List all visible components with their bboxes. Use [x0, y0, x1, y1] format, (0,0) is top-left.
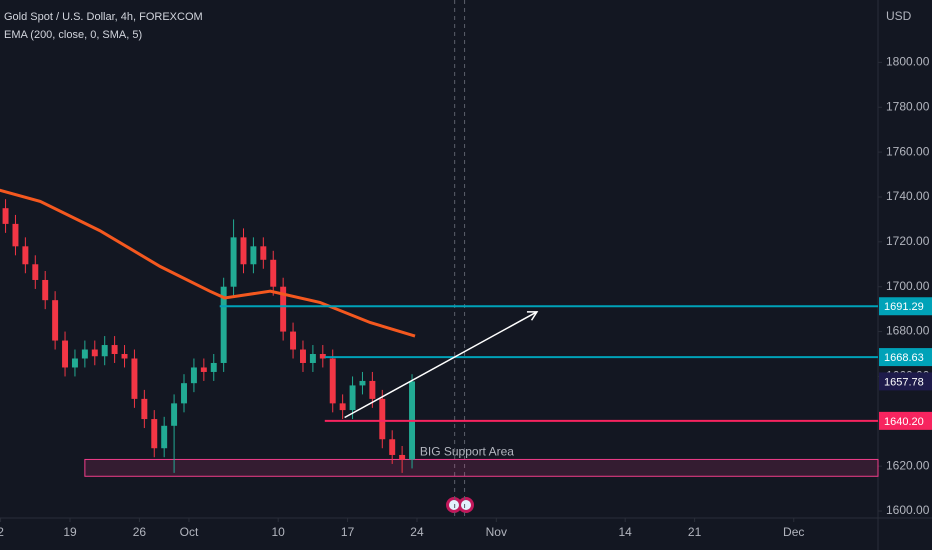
candle-body: [280, 286, 287, 332]
candle-body: [300, 349, 306, 363]
x-tick-label: Oct: [180, 525, 199, 539]
candle-body: [91, 349, 98, 357]
y-tick-label: 1740.00: [886, 189, 930, 203]
event-icons: [446, 497, 474, 513]
indicator-label: EMA (200, close, 0, SMA, 5): [4, 29, 142, 41]
candle-body: [260, 246, 267, 260]
arrow-head: [526, 311, 539, 321]
y-tick-label: 1700.00: [886, 279, 930, 293]
x-tick-label: 17: [341, 525, 355, 539]
candle-body: [210, 362, 217, 372]
candle-body: [270, 259, 277, 287]
candle-body: [200, 367, 207, 372]
level-tag: [879, 348, 932, 367]
x-tick-label: Dec: [783, 525, 804, 539]
x-tick-label: Nov: [486, 525, 507, 539]
x-tick-label: 21: [688, 525, 702, 539]
candle-body: [329, 358, 336, 404]
candle-body: [22, 246, 29, 265]
x-tick-label: 14: [619, 525, 633, 539]
candle-body: [250, 246, 257, 265]
x-tick-label: 2: [0, 525, 4, 539]
candle-body: [141, 398, 148, 420]
last-price-label: 1657.78: [884, 376, 924, 388]
candle-body: [399, 454, 406, 460]
candle-body: [319, 354, 326, 359]
candle-body: [190, 367, 197, 384]
candle-body: [161, 425, 168, 449]
candle-body: [369, 380, 376, 399]
y-tick-label: 1600.00: [886, 503, 930, 517]
candle-body: [42, 279, 49, 301]
support-label: BIG Support Area: [420, 445, 514, 459]
support-area: [84, 458, 879, 477]
level-tag: [879, 297, 932, 316]
candle-body: [379, 398, 386, 440]
candle-body: [101, 345, 108, 357]
candle-body: [151, 419, 158, 449]
candle-body: [111, 345, 118, 355]
x-tick-label: 26: [133, 525, 147, 539]
x-tick-label: 24: [410, 525, 424, 539]
x-tick-label: 19: [63, 525, 77, 539]
last-price-tag: [879, 372, 932, 391]
candle-body: [131, 358, 138, 399]
candle-body: [359, 380, 366, 386]
y-tick-label: 1800.00: [886, 55, 930, 69]
x-tick-label: 10: [272, 525, 286, 539]
candle-body: [240, 237, 247, 265]
candle-body: [220, 286, 227, 363]
candle-body: [71, 358, 78, 368]
level-tag: [879, 411, 932, 430]
candle-body: [290, 331, 297, 350]
candle-body: [230, 237, 237, 287]
candle-body: [12, 223, 19, 247]
candle-body: [2, 208, 9, 224]
candle-body: [121, 354, 128, 359]
level-label: 1691.29: [884, 301, 924, 313]
candle-body: [309, 354, 316, 363]
candle-body: [52, 300, 59, 341]
candle-body: [349, 385, 356, 411]
candle-body: [339, 403, 346, 411]
level-label: 1640.20: [884, 416, 924, 428]
y-tick-label: 1680.00: [886, 324, 930, 338]
y-tick-label: 1760.00: [886, 144, 930, 158]
chart-title: Gold Spot / U.S. Dollar, 4h, FOREXCOM: [4, 11, 203, 23]
y-tick-label: 1720.00: [886, 234, 930, 248]
candle-body: [181, 383, 187, 404]
level-label: 1668.63: [884, 352, 924, 364]
currency-label: USD: [886, 9, 912, 23]
ema-line: [0, 188, 416, 338]
y-tick-label: 1620.00: [886, 458, 930, 472]
trend-arrow: [344, 311, 538, 419]
y-tick-label: 1780.00: [886, 99, 930, 113]
candle-body: [32, 264, 39, 280]
candle-body: [81, 349, 88, 359]
candle-body: [389, 439, 396, 455]
candle-body: [171, 403, 178, 426]
candle-body: [62, 340, 69, 368]
